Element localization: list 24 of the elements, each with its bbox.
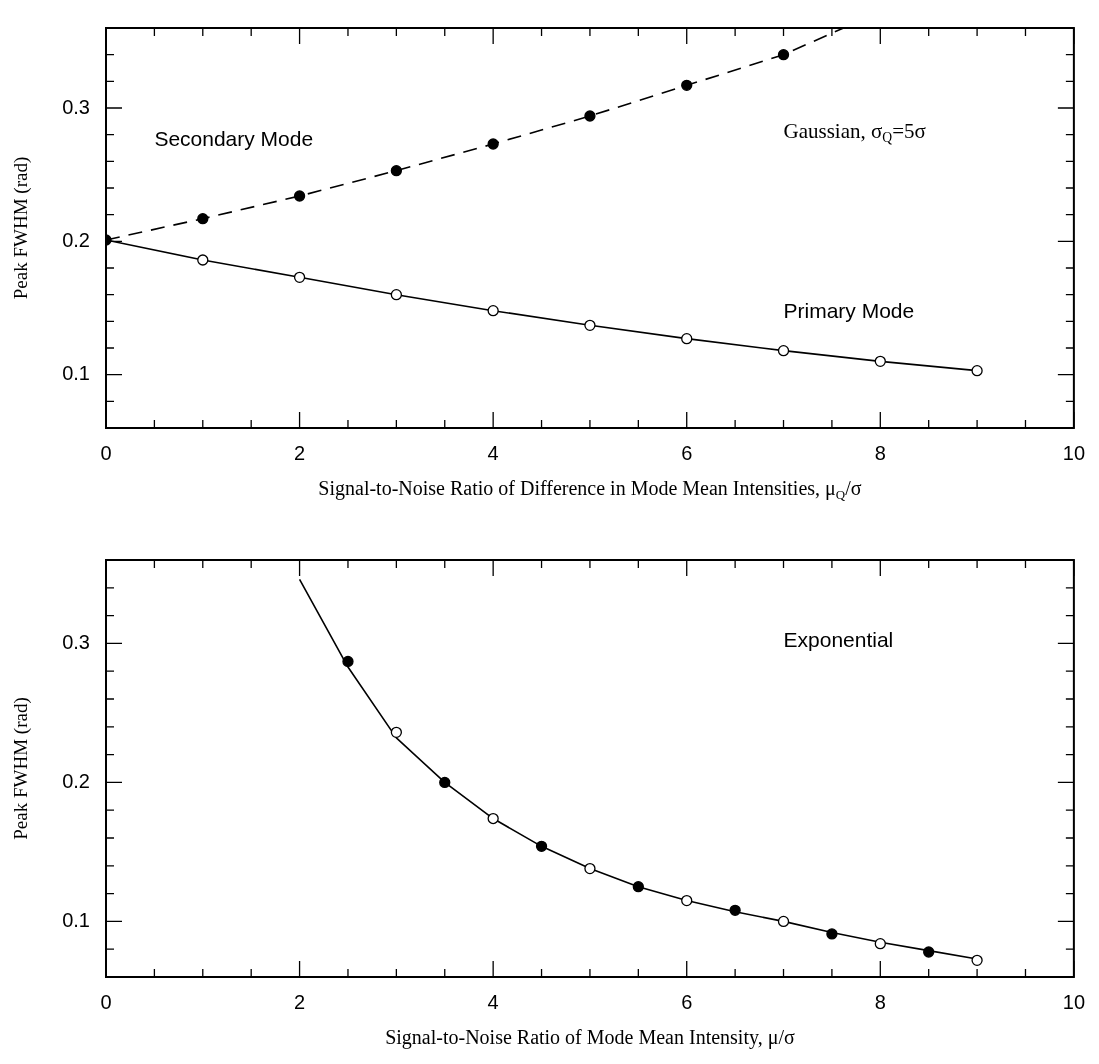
- x-tick-label: 6: [681, 441, 693, 464]
- x-tick-label: 2: [294, 441, 306, 464]
- x-tick-label: 8: [874, 441, 886, 464]
- y-tick-label: 0.3: [62, 630, 90, 653]
- x-tick-label: 8: [874, 990, 886, 1013]
- y-tick-label: 0.2: [62, 769, 90, 792]
- x-tick-label: 0: [100, 441, 112, 464]
- y-tick-label: 0.2: [62, 228, 90, 251]
- x-tick-label: 10: [1062, 441, 1085, 464]
- y-axis-title: Peak FWHM (rad): [9, 697, 32, 840]
- y-tick-label: 0.1: [62, 362, 90, 385]
- x-tick-label: 2: [294, 990, 306, 1013]
- x-axis-title: Signal-to-Noise Ratio of Mode Mean Intensity, μ/σ: [385, 1026, 795, 1050]
- x-tick-label: 0: [100, 990, 112, 1013]
- x-tick-label: 4: [487, 990, 499, 1013]
- series-label: Primary Mode: [783, 298, 915, 322]
- x-tick-label: 4: [487, 441, 499, 464]
- series-label: Secondary Mode: [154, 126, 314, 150]
- x-tick-label: 6: [681, 990, 693, 1013]
- y-axis-title: Peak FWHM (rad): [9, 156, 32, 300]
- y-tick-label: 0.1: [62, 908, 90, 931]
- y-tick-label: 0.3: [62, 95, 90, 118]
- x-tick-label: 10: [1062, 990, 1085, 1013]
- annotation: Exponential: [783, 628, 894, 652]
